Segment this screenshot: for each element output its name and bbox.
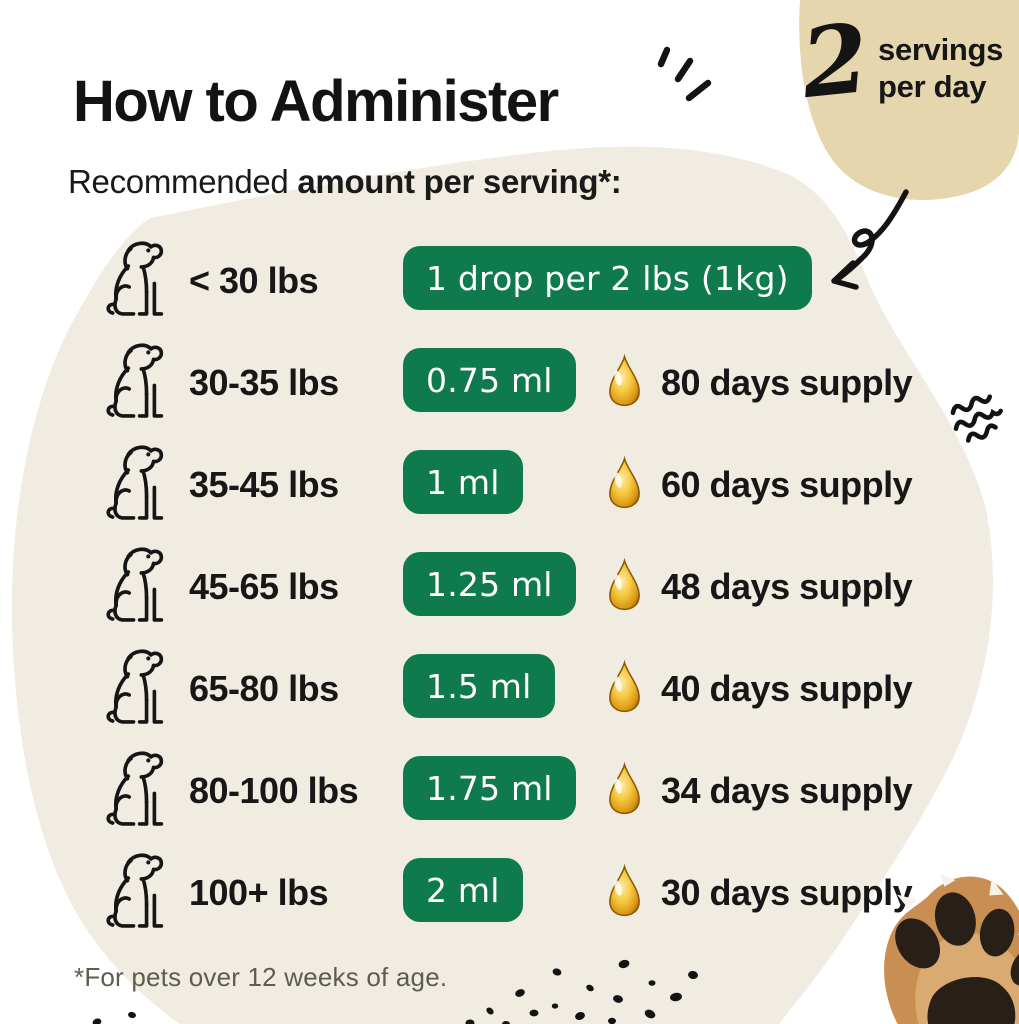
dosage-row: 65-80 lbs 1.5 ml 40 days supply bbox=[0, 654, 1019, 724]
supply-duration: 80 days supply bbox=[661, 362, 913, 403]
supply-duration: 34 days supply bbox=[661, 770, 913, 811]
dose-pill: 0.75 ml bbox=[403, 348, 576, 412]
weight-range: 100+ lbs bbox=[189, 872, 329, 913]
footnote: *For pets over 12 weeks of age. bbox=[74, 962, 448, 992]
supply-duration: 48 days supply bbox=[661, 566, 913, 607]
dosage-row: 35-45 lbs 1 ml 60 days supply bbox=[0, 450, 1019, 520]
dog-icon bbox=[97, 444, 177, 524]
servings-label-line1: servings bbox=[878, 32, 1004, 67]
servings-label-line2: per day bbox=[878, 68, 987, 104]
subtitle-bold: amount per serving*: bbox=[297, 163, 622, 200]
dosage-row: 30-35 lbs 0.75 ml 80 days supply bbox=[0, 348, 1019, 418]
dosage-row: 45-65 lbs 1.25 ml 48 days supply bbox=[0, 552, 1019, 622]
supply-duration: 40 days supply bbox=[661, 668, 913, 709]
dog-icon bbox=[97, 240, 177, 320]
weight-range: 65-80 lbs bbox=[189, 668, 339, 709]
oil-drop-icon bbox=[606, 762, 643, 816]
page-title: How to Administer bbox=[73, 69, 559, 134]
dog-icon bbox=[97, 750, 177, 830]
dose-pill: 2 ml bbox=[403, 858, 523, 922]
dose-pill: 1.75 ml bbox=[403, 756, 576, 820]
dosage-row: < 30 lbs 1 drop per 2 lbs (1kg) bbox=[0, 246, 1019, 316]
oil-drop-icon bbox=[606, 456, 643, 510]
subtitle-regular: Recommended bbox=[68, 163, 298, 200]
dog-icon bbox=[97, 852, 177, 932]
dosage-row: 80-100 lbs 1.75 ml 34 days supply bbox=[0, 756, 1019, 826]
oil-drop-icon bbox=[606, 660, 643, 714]
dog-icon bbox=[97, 546, 177, 626]
supply-duration: 60 days supply bbox=[661, 464, 913, 505]
weight-range: 30-35 lbs bbox=[189, 362, 339, 403]
supply-duration: 30 days supply bbox=[661, 872, 913, 913]
servings-count: 2 bbox=[796, 2, 874, 121]
servings-label: servings per day bbox=[878, 32, 1003, 105]
dosage-row: 100+ lbs 2 ml 30 days supply bbox=[0, 858, 1019, 928]
weight-range: 35-45 lbs bbox=[189, 464, 339, 505]
weight-range: 45-65 lbs bbox=[189, 566, 339, 607]
dose-pill: 1 ml bbox=[403, 450, 523, 514]
dog-icon bbox=[97, 648, 177, 728]
oil-drop-icon bbox=[606, 864, 643, 918]
dose-pill: 1.5 ml bbox=[403, 654, 555, 718]
dose-pill: 1.25 ml bbox=[403, 552, 576, 616]
weight-range: < 30 lbs bbox=[189, 260, 319, 301]
dog-icon bbox=[97, 342, 177, 422]
oil-drop-icon bbox=[606, 354, 643, 408]
dose-pill: 1 drop per 2 lbs (1kg) bbox=[403, 246, 812, 310]
emphasis-ticks-icon bbox=[657, 46, 712, 102]
subtitle: Recommended amount per serving*: bbox=[68, 163, 622, 201]
weight-range: 80-100 lbs bbox=[189, 770, 359, 811]
oil-drop-icon bbox=[606, 558, 643, 612]
